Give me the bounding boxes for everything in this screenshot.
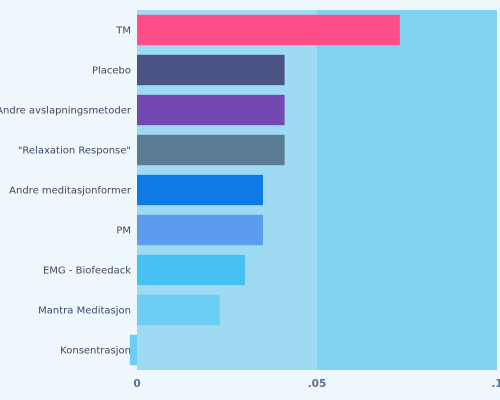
- category-labels: TM Placebo Andre avslapningsmetoder "Relaxa…: [0, 26, 132, 357]
- category-label: Andre meditasjonformer: [9, 186, 132, 197]
- category-label: "Relaxation Response": [18, 146, 131, 157]
- x-tick-label: 0: [133, 378, 140, 390]
- background-band: [317, 10, 497, 370]
- category-label: PM: [116, 226, 131, 237]
- bars: [129, 14, 400, 366]
- bar: [137, 54, 285, 86]
- category-label: Mantra Meditasjon: [38, 306, 131, 317]
- bar: [137, 254, 245, 286]
- x-tick-label: .05: [308, 378, 327, 390]
- category-label: Andre avslapningsmetoder: [0, 106, 132, 117]
- category-label: TM: [115, 26, 131, 37]
- bar: [137, 134, 285, 166]
- category-label: Konsentrasjon: [60, 346, 131, 357]
- bar: [137, 214, 263, 246]
- x-axis-ticks: 0 .05 .1: [133, 378, 500, 390]
- category-label: Placebo: [92, 66, 131, 77]
- category-label: EMG - Biofeedack: [43, 266, 131, 277]
- bar: [137, 14, 400, 46]
- bar: [137, 174, 263, 206]
- x-tick-label: .1: [491, 378, 500, 390]
- bar: [129, 334, 137, 366]
- bar: [137, 294, 220, 326]
- bar: [137, 94, 285, 126]
